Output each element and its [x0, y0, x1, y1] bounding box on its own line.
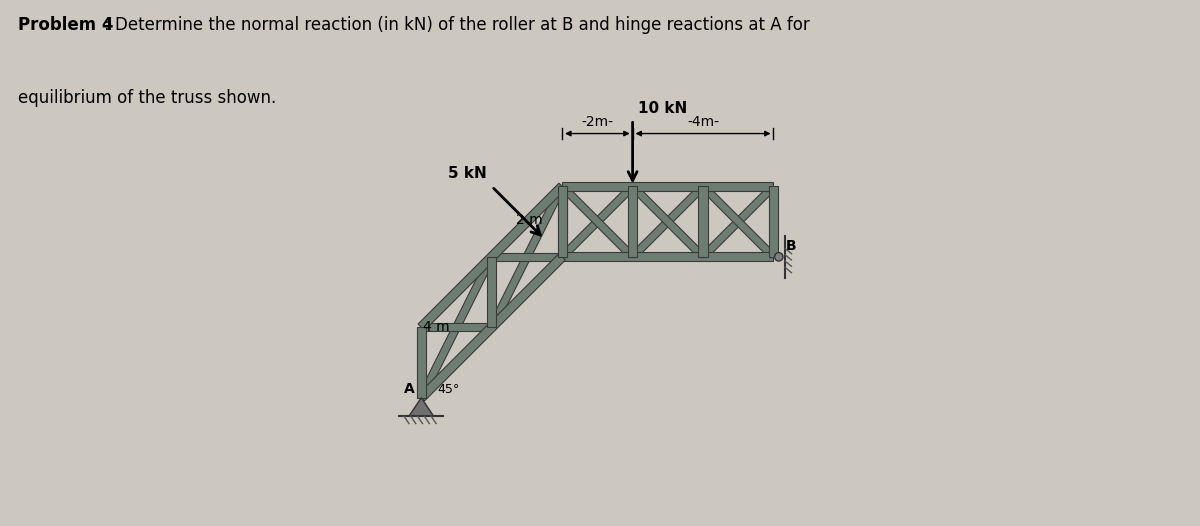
Text: -2m-: -2m-	[581, 115, 613, 129]
Text: A: A	[403, 382, 414, 396]
Polygon shape	[409, 398, 433, 416]
Polygon shape	[558, 186, 566, 257]
Text: 4 m: 4 m	[422, 320, 450, 334]
Text: equilibrium of the truss shown.: equilibrium of the truss shown.	[18, 89, 276, 107]
Text: -4m-: -4m-	[688, 115, 719, 129]
Polygon shape	[562, 252, 774, 261]
Text: 45°: 45°	[437, 383, 460, 396]
Text: : Determine the normal reaction (in kN) of the roller at B and hinge reactions a: : Determine the normal reaction (in kN) …	[104, 16, 810, 34]
Polygon shape	[701, 184, 776, 259]
Text: B: B	[786, 239, 797, 253]
Polygon shape	[488, 185, 565, 329]
Polygon shape	[487, 257, 497, 327]
Polygon shape	[418, 183, 565, 330]
Polygon shape	[630, 184, 706, 259]
Polygon shape	[418, 254, 565, 401]
Polygon shape	[421, 323, 492, 331]
Text: 2 m: 2 m	[516, 213, 544, 227]
Polygon shape	[558, 186, 566, 257]
Polygon shape	[562, 182, 774, 191]
Polygon shape	[698, 186, 708, 257]
Polygon shape	[418, 255, 496, 399]
Polygon shape	[559, 184, 635, 259]
Polygon shape	[559, 184, 635, 259]
Polygon shape	[701, 184, 776, 259]
Text: Problem 4: Problem 4	[18, 16, 114, 34]
Polygon shape	[769, 186, 778, 257]
Text: 10 kN: 10 kN	[638, 101, 688, 116]
Polygon shape	[416, 327, 426, 398]
Polygon shape	[628, 186, 637, 257]
Polygon shape	[630, 184, 706, 259]
Polygon shape	[492, 253, 562, 261]
Text: 5 kN: 5 kN	[448, 166, 486, 181]
Circle shape	[774, 252, 782, 261]
